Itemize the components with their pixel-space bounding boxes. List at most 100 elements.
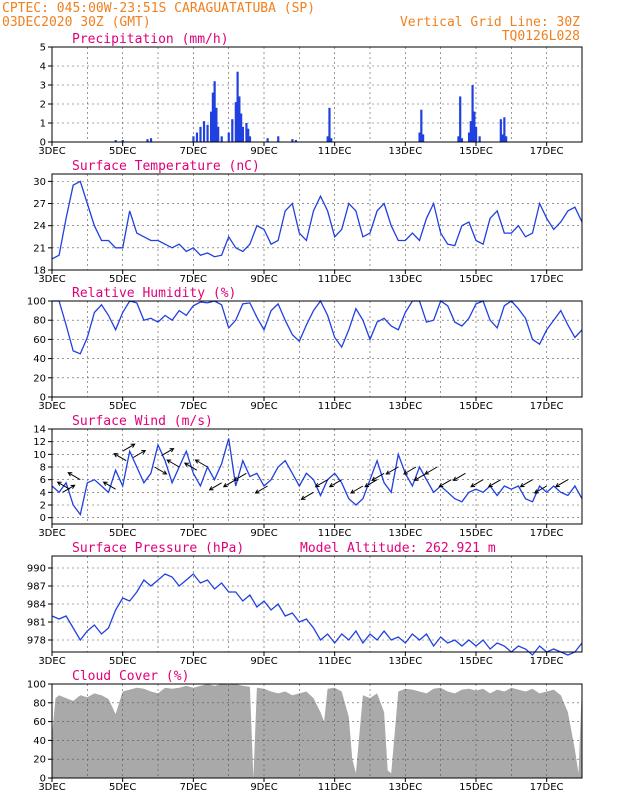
wind-arrow [371,472,385,481]
y-tick-label: 987 [27,582,46,593]
wind-arrow-head [141,449,147,455]
y-tick-label: 1 [40,119,46,130]
wind-arrow [122,443,135,452]
precip-bar [326,136,329,142]
wind-arrow [154,466,167,475]
precip-bar [114,140,117,142]
wind-arrow [520,479,533,488]
header-grid-note: Vertical Grid Line: 30Z [400,15,580,30]
wind-arrow [403,466,417,475]
precip-bar [202,121,206,142]
wind-arrow [103,481,116,490]
wind-arrow-head [113,453,119,458]
x-tick-label: 15DEC [459,146,493,157]
wind-arrow-head [350,489,355,494]
x-tick-label: 15DEC [459,782,493,793]
y-tick-label: 981 [27,618,46,629]
wind-arrow [133,450,146,458]
y-tick-label: 21 [33,243,46,254]
precip-bar [467,132,471,142]
precip-bar [236,71,239,142]
wind-arrow [161,448,174,457]
y-tick-label: 0 [40,774,46,785]
temperature-line [51,180,583,260]
header-code: TQ0126L028 [502,29,580,44]
humidity-title: Relative Humidity (%) [72,286,236,301]
x-tick-label: 9DEC [250,656,277,667]
panel-frame [51,300,583,398]
x-tick-label: 5DEC [109,146,136,157]
wind-arrow-head [183,462,189,467]
wind-arrow [329,479,342,488]
x-tick-label: 3DEC [38,656,65,667]
y-tick-label: 4 [40,488,46,499]
wind-arrow-head [314,482,320,488]
x-tick-label: 7DEC [180,656,207,667]
x-tick-label: 3DEC [38,401,65,412]
y-tick-label: 40 [33,354,46,365]
y-tick-label: 60 [33,335,46,346]
precip-bar [471,85,474,142]
x-tick-label: 9DEC [250,401,277,412]
x-tick-label: 11DEC [318,146,352,157]
x-tick-label: 7DEC [180,528,207,539]
precip-bar [240,113,243,142]
y-tick-label: 5 [40,43,46,54]
precip-bar [211,92,214,142]
x-tick-label: 11DEC [318,401,352,412]
temperature-panel: 18 21 24 27 30 3DEC 5DEC 7DEC 9DEC 11DEC 13DEC 15DE… [33,159,583,285]
x-tick-label: 13DEC [388,401,422,412]
cloud_cover-panel: 0 20 40 60 80 100 3DEC 5DEC 7DEC 9DEC 11DEC 13DEC 15… [27,669,583,793]
x-tick-label: 5DEC [109,656,136,667]
precip-bar [460,138,464,142]
wind-arrow-head [254,489,260,494]
precip-bar [475,126,478,142]
precip-bar [210,111,213,142]
precip-bar [503,117,506,142]
x-tick-label: 17DEC [530,146,564,157]
wind-arrow-head [56,481,62,486]
x-tick-label: 9DEC [250,146,277,157]
precip-bar [266,138,269,142]
wind-arrow [386,466,399,475]
wind-arrow [555,479,569,488]
wind-arrow-head [169,448,175,453]
wind-arrow-head [300,495,306,500]
x-tick-label: 3DEC [38,782,65,793]
wind-arrow [166,459,180,468]
wind-arrow-head [222,482,228,488]
x-tick-label: 15DEC [459,274,493,285]
x-tick-label: 11DEC [318,528,352,539]
wind-arrow-head [519,482,525,488]
y-tick-label: 27 [33,199,46,210]
x-tick-label: 7DEC [180,146,207,157]
precip-bar [245,123,248,142]
precip-bar [146,139,149,142]
precip-bar [195,132,199,142]
x-tick-label: 9DEC [250,528,277,539]
wind-arrow-head [233,476,239,481]
x-tick-label: 13DEC [388,656,422,667]
x-tick-label: 3DEC [38,528,65,539]
x-tick-label: 17DEC [530,656,564,667]
x-tick-label: 17DEC [530,782,564,793]
wind-arrow-head [67,472,73,477]
wind-arrow-head [487,482,493,488]
y-tick-label: 60 [33,717,46,728]
precip-bar [121,140,124,142]
y-tick-label: 0 [40,393,46,404]
wind-arrow-head [194,459,200,464]
precip-bar [231,119,234,142]
precip-bar [199,126,202,142]
wind-arrow-head [424,470,430,475]
x-tick-label: 17DEC [530,401,564,412]
x-tick-label: 9DEC [250,782,277,793]
pressure-panel: 978 981 984 987 990 3DEC 5DEC 7DEC 9DEC 11DEC 13DE… [27,541,583,667]
precip-bar [499,119,502,142]
x-tick-label: 11DEC [318,656,352,667]
precip-bar [418,132,421,142]
wind-arrow-head [554,482,560,488]
x-tick-label: 9DEC [250,274,277,285]
